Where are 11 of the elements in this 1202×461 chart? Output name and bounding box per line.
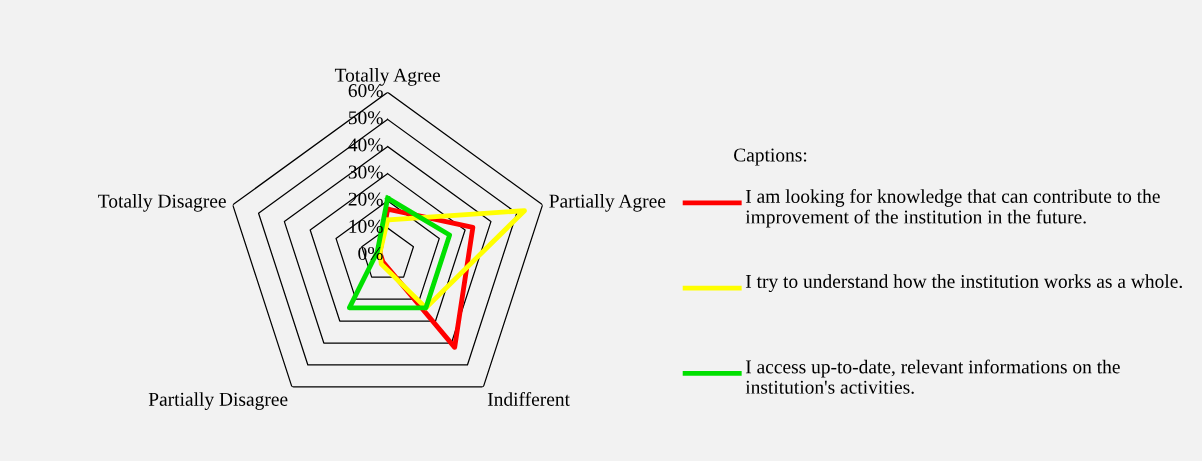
legend-label: I access up-to-date, relevant informations on the institution's activities. — [745, 359, 1120, 394]
y-tick-label: 50% — [348, 111, 383, 125]
spoke-label: Totally Agree — [334, 68, 441, 86]
spoke-label: Indifferent — [487, 392, 570, 406]
spoke-label: Partially Disagree — [148, 392, 288, 410]
legend-label: I am looking for knowledge that can contribute to the improvement of the institution in the future. — [745, 189, 1160, 228]
legend-title: Captions: — [734, 148, 807, 166]
spoke-label: Partially Agree — [549, 193, 666, 212]
legend-label: I try to understand how the institution works as a whole. — [745, 274, 1182, 292]
spoke-label: Totally Disagree — [98, 193, 226, 212]
y-tick-label: 60% — [348, 84, 383, 98]
